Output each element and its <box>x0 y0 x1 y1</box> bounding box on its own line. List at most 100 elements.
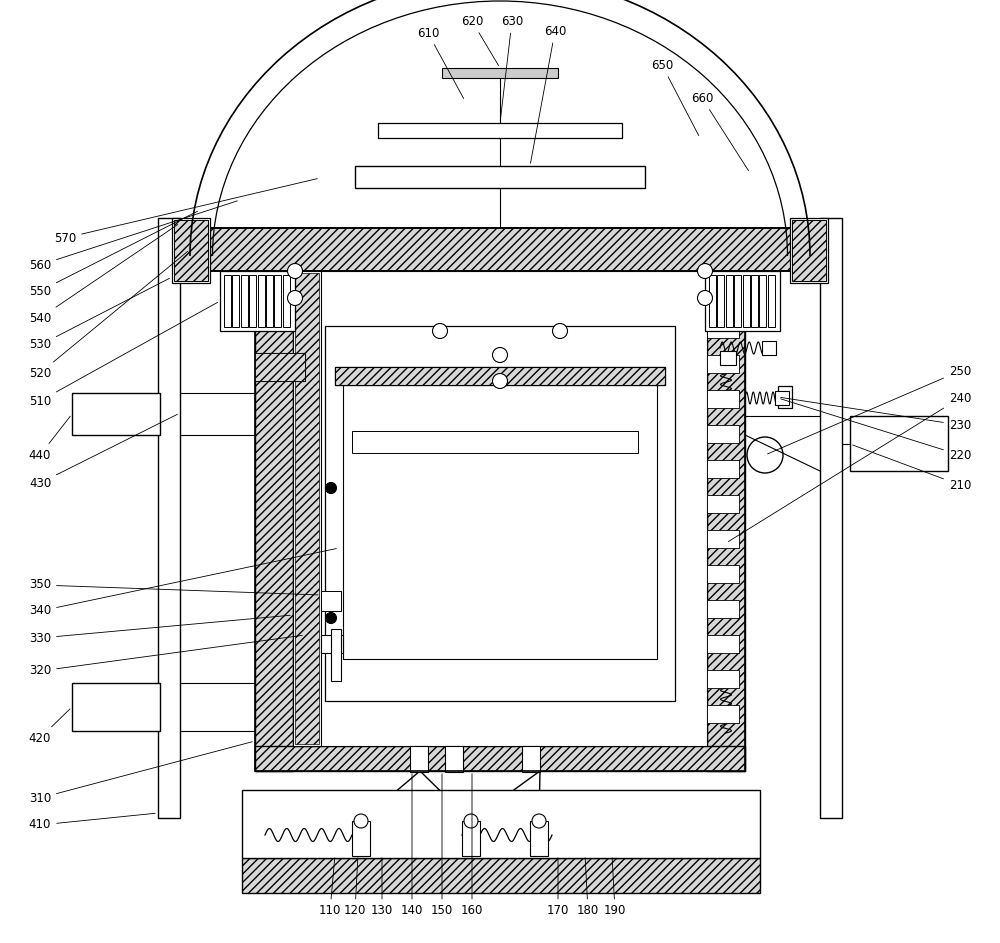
Circle shape <box>493 373 508 389</box>
Bar <box>241 275 248 327</box>
Bar <box>707 530 739 548</box>
Circle shape <box>698 290 712 306</box>
Bar <box>759 275 766 327</box>
Bar <box>726 275 733 327</box>
Bar <box>707 390 739 408</box>
Text: 430: 430 <box>29 414 178 489</box>
Circle shape <box>326 613 336 623</box>
Bar <box>266 275 273 327</box>
Text: 560: 560 <box>29 201 237 272</box>
Text: 240: 240 <box>728 391 971 541</box>
Bar <box>321 591 341 611</box>
Bar <box>321 635 343 653</box>
Bar <box>242 858 760 893</box>
Bar <box>707 705 739 723</box>
Circle shape <box>288 263 303 278</box>
Circle shape <box>493 348 508 362</box>
Text: 640: 640 <box>531 25 566 163</box>
Bar <box>255 353 305 381</box>
Circle shape <box>433 323 448 339</box>
Text: 180: 180 <box>577 858 599 918</box>
Bar <box>707 355 739 373</box>
Bar <box>792 220 826 281</box>
Bar <box>720 351 736 365</box>
Text: 530: 530 <box>29 278 170 352</box>
Circle shape <box>288 290 303 306</box>
Text: 420: 420 <box>29 709 70 745</box>
Bar <box>442 68 558 78</box>
Circle shape <box>532 814 546 828</box>
Bar <box>462 821 480 856</box>
Text: 250: 250 <box>768 365 971 454</box>
Bar <box>293 271 707 746</box>
Text: 650: 650 <box>651 58 699 136</box>
Bar <box>762 341 776 355</box>
Text: 440: 440 <box>29 416 70 461</box>
Bar <box>355 166 645 188</box>
Text: 230: 230 <box>781 397 971 432</box>
Bar <box>295 273 319 744</box>
Bar <box>707 565 739 583</box>
Bar <box>707 495 739 513</box>
Bar <box>190 228 810 271</box>
Bar <box>158 218 180 818</box>
Bar <box>707 320 739 338</box>
Bar <box>255 746 745 771</box>
Text: 520: 520 <box>29 251 188 379</box>
Circle shape <box>326 483 336 493</box>
Circle shape <box>354 814 368 828</box>
Bar <box>258 275 265 327</box>
Text: 550: 550 <box>29 211 198 297</box>
Bar <box>717 275 724 327</box>
Text: 160: 160 <box>461 774 483 918</box>
Bar <box>707 425 739 443</box>
Bar <box>705 271 780 331</box>
Text: 350: 350 <box>29 578 318 595</box>
Bar <box>335 367 665 385</box>
Bar <box>274 275 281 327</box>
Bar <box>410 746 428 772</box>
Text: 330: 330 <box>29 615 290 644</box>
Bar <box>72 683 160 731</box>
Bar <box>335 367 665 385</box>
Bar <box>255 271 745 771</box>
Bar <box>751 275 758 327</box>
Text: 190: 190 <box>604 858 626 918</box>
Bar <box>224 275 231 327</box>
Circle shape <box>552 323 568 339</box>
Text: 170: 170 <box>547 858 569 918</box>
Text: 540: 540 <box>29 224 178 324</box>
Bar <box>707 635 739 653</box>
Bar <box>445 746 463 772</box>
Text: 120: 120 <box>344 858 366 918</box>
Circle shape <box>464 814 478 828</box>
Bar <box>778 386 792 408</box>
Bar <box>850 416 948 471</box>
Bar <box>734 275 741 327</box>
Bar <box>174 220 208 281</box>
Bar <box>707 670 739 688</box>
Bar <box>378 123 622 138</box>
Bar <box>790 218 828 283</box>
Bar <box>325 326 675 701</box>
Text: 570: 570 <box>54 178 317 244</box>
Bar <box>742 275 750 327</box>
Bar <box>352 821 370 856</box>
Bar <box>522 746 540 772</box>
Bar <box>232 275 239 327</box>
Bar <box>343 372 657 659</box>
Bar <box>352 431 638 453</box>
Text: 610: 610 <box>417 26 464 99</box>
Bar <box>820 218 842 818</box>
Text: 620: 620 <box>461 14 499 66</box>
Text: 220: 220 <box>781 399 971 461</box>
Bar <box>190 228 810 271</box>
Text: 320: 320 <box>29 636 302 677</box>
Bar <box>293 271 321 746</box>
Bar <box>331 629 341 681</box>
Bar <box>255 353 305 381</box>
Bar <box>707 460 739 478</box>
Bar <box>72 393 160 435</box>
Text: 210: 210 <box>853 445 971 491</box>
Text: 110: 110 <box>319 858 341 918</box>
